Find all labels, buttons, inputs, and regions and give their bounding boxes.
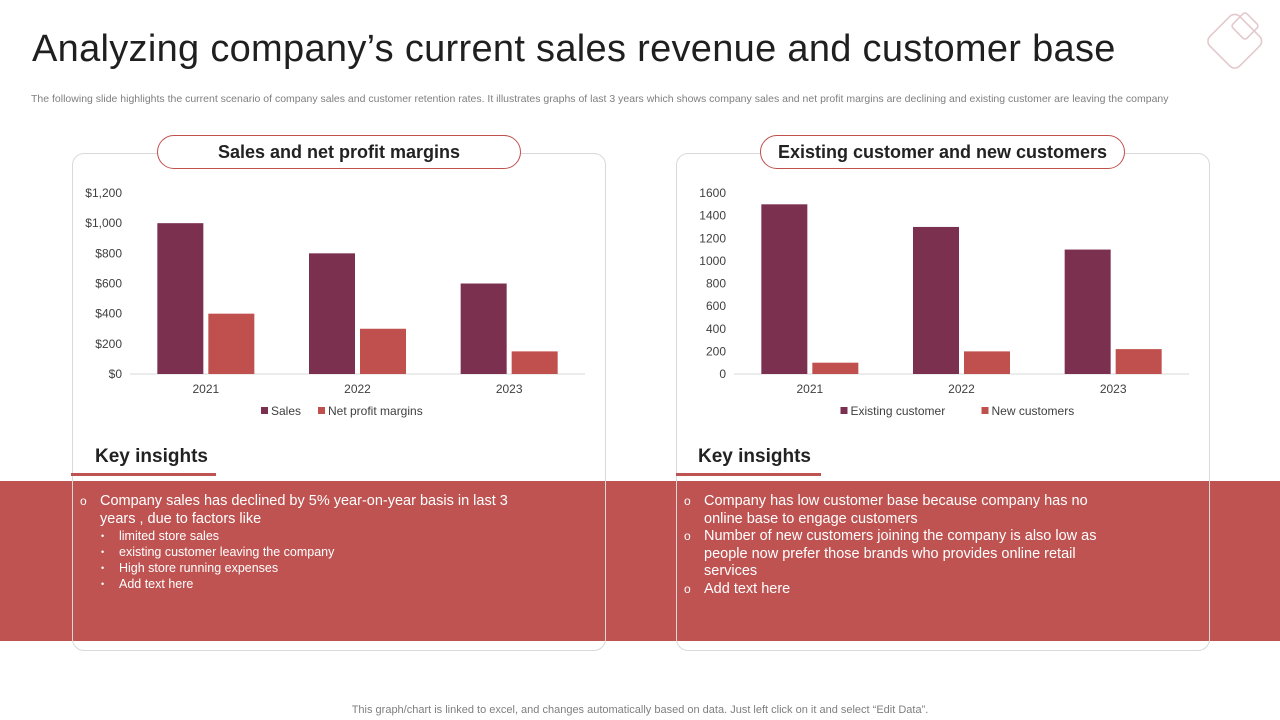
right-panel-heading: Existing customer and new customers bbox=[760, 135, 1125, 169]
legend-label: Existing customer bbox=[851, 404, 946, 418]
y-tick-label: $0 bbox=[109, 367, 123, 381]
bar bbox=[1115, 349, 1162, 374]
left-panel-heading: Sales and net profit margins bbox=[157, 135, 521, 169]
y-tick-label: $600 bbox=[95, 277, 122, 291]
legend-swatch bbox=[840, 407, 848, 414]
insight-item: o Number of new customers joining the co… bbox=[684, 528, 1124, 581]
circle-bullet-icon: o bbox=[684, 494, 691, 508]
insight-text: Company sales has declined by 5% year-on… bbox=[100, 493, 508, 527]
bar bbox=[309, 253, 355, 374]
y-tick-label: $200 bbox=[95, 337, 122, 351]
circle-bullet-icon: o bbox=[684, 581, 691, 596]
circle-bullet-icon: o bbox=[80, 494, 87, 508]
sub-list-item: • High store running expenses bbox=[101, 561, 279, 575]
right-insights-underline bbox=[676, 473, 821, 476]
insight-item: o Company sales has declined by 5% year-… bbox=[80, 493, 520, 528]
y-tick-label: 200 bbox=[706, 344, 726, 358]
left-insights-list: o Company sales has declined by 5% year-… bbox=[80, 493, 520, 592]
bar bbox=[511, 351, 558, 374]
y-tick-label: $800 bbox=[95, 246, 122, 260]
left-insights-underline bbox=[71, 473, 216, 476]
insight-text: Add text here bbox=[704, 580, 791, 597]
y-tick-label: 800 bbox=[706, 277, 726, 291]
bar bbox=[360, 328, 406, 374]
legend-swatch bbox=[981, 407, 989, 414]
insight-text: Number of new customers joining the comp… bbox=[704, 528, 1097, 579]
customer-chart[interactable]: 0 200 400 600 800 1000 1200 1400 1600 2021 2022 202… bbox=[679, 178, 1207, 428]
dot-bullet-icon: • bbox=[101, 579, 105, 589]
legend-label: Sales bbox=[271, 404, 301, 418]
y-tick-label: 1400 bbox=[699, 209, 726, 223]
y-tick-label: 1000 bbox=[699, 254, 726, 268]
bar bbox=[812, 362, 859, 374]
sub-list-item: • existing customer leaving the company bbox=[101, 545, 335, 559]
y-tick-label: 600 bbox=[706, 299, 726, 313]
sub-list-item: • Add text here bbox=[101, 577, 194, 591]
legend-label: New customers bbox=[992, 404, 1075, 418]
legend-label: Net profit margins bbox=[328, 404, 423, 418]
circle-bullet-icon: o bbox=[684, 529, 691, 543]
left-insights-title: Key insights bbox=[95, 446, 208, 467]
x-tick-label: 2022 bbox=[948, 382, 975, 396]
bar bbox=[157, 223, 204, 374]
legend-swatch bbox=[318, 407, 325, 414]
y-tick-label: 1200 bbox=[699, 231, 726, 245]
right-insights-list: o Company has low customer base because … bbox=[684, 493, 1124, 598]
logo-icon bbox=[1207, 12, 1263, 69]
dot-bullet-icon: • bbox=[101, 563, 105, 573]
bar bbox=[761, 204, 808, 374]
sales-profit-chart[interactable]: $0 $200 $400 $600 $800 $1,000 $1,200 2021 2022 20… bbox=[75, 178, 603, 428]
y-tick-label: $1,000 bbox=[85, 216, 122, 230]
slide-title: Analyzing company’s current sales revenu… bbox=[32, 28, 1116, 70]
bar bbox=[460, 283, 507, 374]
sub-list-item: • limited store sales bbox=[101, 529, 220, 543]
insight-sub-list: • limited store sales • existing customer … bbox=[100, 528, 520, 592]
x-tick-label: 2022 bbox=[344, 382, 371, 396]
insight-text: Company has low customer base because co… bbox=[704, 493, 1088, 527]
y-tick-label: $400 bbox=[95, 307, 122, 321]
y-tick-label: 0 bbox=[719, 367, 726, 381]
x-tick-label: 2021 bbox=[192, 382, 219, 396]
bar bbox=[1064, 249, 1111, 374]
right-insights-title: Key insights bbox=[698, 446, 811, 467]
dot-bullet-icon: • bbox=[101, 547, 105, 557]
x-tick-label: 2021 bbox=[796, 382, 823, 396]
footer-note: This graph/chart is linked to excel, and… bbox=[351, 704, 929, 716]
dot-bullet-icon: • bbox=[101, 531, 105, 541]
bar bbox=[208, 313, 255, 374]
bar bbox=[913, 226, 959, 374]
x-tick-label: 2023 bbox=[1100, 382, 1127, 396]
legend-swatch bbox=[261, 407, 268, 414]
y-tick-label: 400 bbox=[706, 322, 726, 336]
y-tick-label: 1600 bbox=[699, 186, 726, 200]
insights-band bbox=[0, 481, 1280, 641]
y-tick-label: $1,200 bbox=[85, 186, 122, 200]
bar bbox=[964, 351, 1010, 374]
slide-subtitle: The following slide highlights the curre… bbox=[31, 93, 1169, 105]
insight-item: o Add text here bbox=[684, 581, 1124, 599]
insight-item: o Company has low customer base because … bbox=[684, 493, 1124, 528]
x-tick-label: 2023 bbox=[496, 382, 523, 396]
